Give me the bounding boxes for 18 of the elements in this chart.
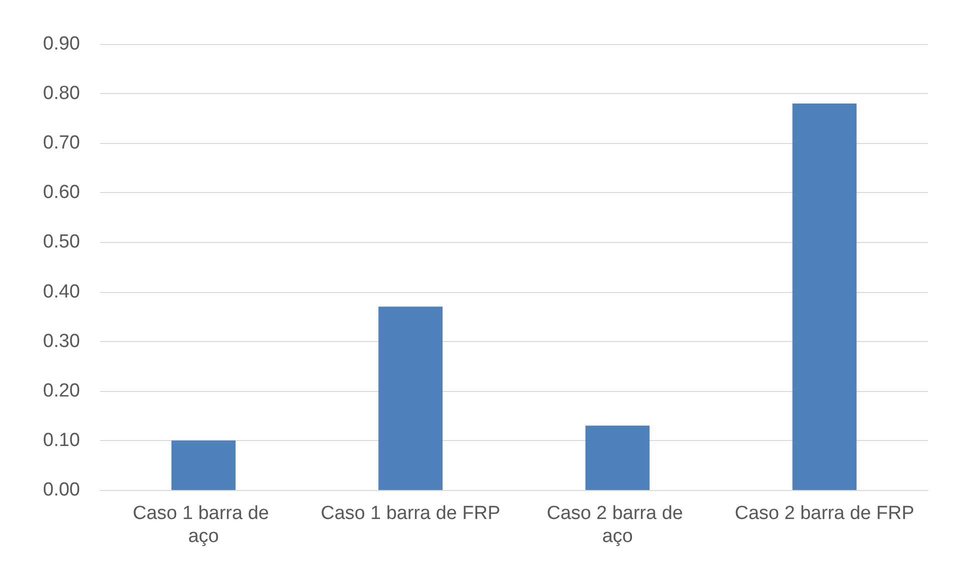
y-tick-label: 0.80	[43, 83, 80, 104]
bar	[171, 440, 236, 490]
y-tick-label: 0.00	[43, 480, 80, 500]
y-tick-label: 0.50	[43, 232, 80, 253]
x-tick-label: Caso 2 barra de aço	[546, 503, 688, 547]
y-tick-label: 0.40	[43, 281, 80, 302]
x-tick-label: Caso 1 barra de FRP	[320, 503, 500, 524]
y-tick-label: 0.20	[43, 380, 80, 402]
y-tick-label: 0.70	[43, 132, 80, 154]
bar	[792, 103, 857, 490]
bar	[378, 306, 443, 490]
x-tick-label: Caso 1 barra de aço	[132, 503, 274, 547]
x-tick-label: Caso 2 barra de FRP	[734, 503, 914, 524]
y-tick-label: 0.10	[43, 430, 80, 451]
y-tick-label: 0.30	[43, 330, 80, 352]
y-tick-label: 0.90	[43, 34, 80, 54]
y-tick-label: 0.60	[43, 182, 80, 204]
bar	[585, 426, 650, 490]
